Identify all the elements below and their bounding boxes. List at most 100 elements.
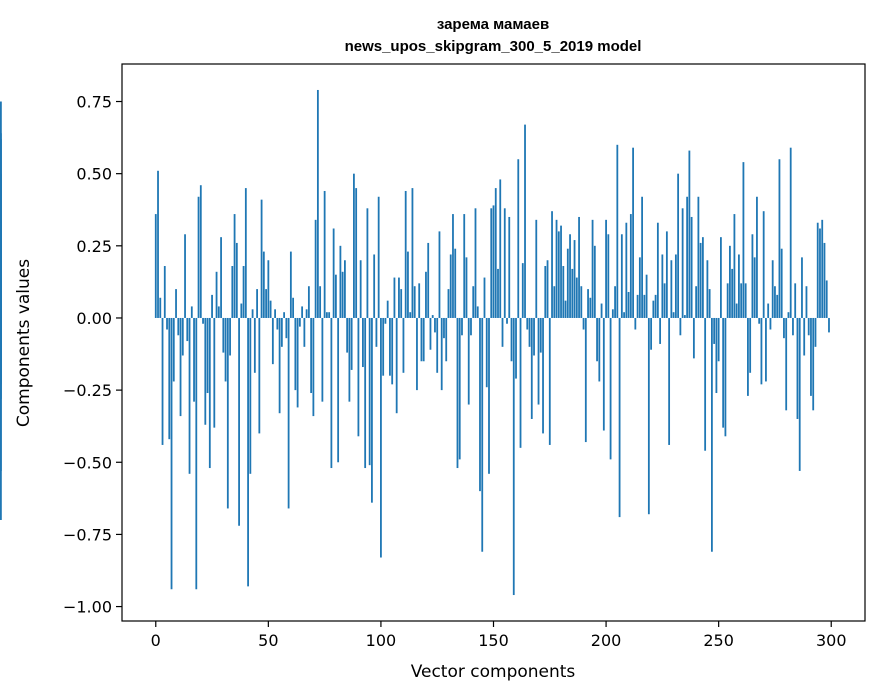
- bar: [807, 317, 810, 336]
- bars-group: [0, 89, 830, 596]
- x-tick-label: 150: [478, 631, 509, 650]
- bar: [231, 266, 234, 318]
- bar: [427, 242, 430, 318]
- bar: [323, 190, 326, 318]
- bar: [735, 303, 738, 318]
- bar: [339, 245, 342, 318]
- bar: [632, 147, 634, 318]
- bar: [636, 294, 639, 318]
- bar: [235, 242, 238, 318]
- bar: [404, 190, 407, 318]
- bar: [571, 268, 574, 318]
- bar: [774, 286, 776, 318]
- bar: [445, 317, 448, 362]
- bar: [803, 317, 806, 356]
- bar: [434, 317, 436, 333]
- bar: [163, 266, 166, 318]
- bar: [380, 317, 382, 558]
- bar: [312, 317, 315, 417]
- bar: [776, 294, 779, 318]
- bar: [422, 317, 425, 362]
- y-axis-label: Components values: [14, 259, 34, 427]
- bar: [819, 228, 821, 318]
- bar: [483, 277, 486, 318]
- bar: [805, 286, 808, 318]
- bar: [787, 312, 790, 318]
- x-tick-label: 250: [703, 631, 734, 650]
- plot-frame: [121, 63, 866, 622]
- bar: [287, 317, 290, 509]
- bar: [328, 312, 331, 318]
- bar: [821, 219, 824, 318]
- bar: [206, 317, 209, 394]
- bar: [668, 317, 671, 445]
- bar: [411, 188, 414, 318]
- bar: [258, 317, 261, 434]
- bar: [294, 317, 297, 391]
- bar: [578, 216, 580, 318]
- bar: [157, 170, 159, 318]
- bar: [526, 317, 529, 330]
- bar: [677, 173, 680, 318]
- bar: [715, 317, 718, 394]
- x-axis-ticks: 0 50 100 150 200 250 300: [151, 621, 847, 650]
- bar: [722, 317, 725, 428]
- bar: [175, 289, 177, 318]
- bar: [564, 300, 567, 318]
- bar: [251, 309, 254, 318]
- bar: [267, 260, 270, 318]
- bar: [508, 216, 511, 318]
- bar: [546, 260, 549, 318]
- chart-subtitle: news_upos_skipgram_300_5_2019 model: [345, 38, 642, 55]
- x-tick-label: 300: [816, 631, 847, 650]
- bar: [499, 179, 502, 318]
- bar: [503, 208, 506, 318]
- bar: [307, 286, 310, 318]
- bar: [555, 219, 558, 318]
- bar: [348, 317, 351, 402]
- bar: [814, 317, 817, 347]
- bar: [256, 289, 258, 318]
- bar: [614, 286, 616, 318]
- bar: [566, 248, 569, 318]
- bar: [217, 306, 220, 318]
- bar: [393, 277, 396, 318]
- bar: [512, 317, 515, 596]
- bar: [634, 317, 637, 330]
- bar: [652, 300, 655, 318]
- bar: [186, 317, 189, 342]
- bar: [0, 222, 2, 318]
- bar: [220, 237, 222, 318]
- bar: [193, 317, 195, 402]
- bar: [742, 162, 745, 318]
- bar: [481, 317, 484, 552]
- bar: [758, 317, 761, 324]
- bar: [452, 214, 454, 318]
- bar: [769, 317, 772, 330]
- bar: [274, 309, 276, 318]
- bar: [337, 317, 340, 463]
- bar: [551, 211, 553, 318]
- bar: [398, 277, 400, 318]
- bar: [278, 317, 281, 414]
- bar: [573, 240, 576, 318]
- bar: [470, 317, 472, 336]
- bar: [458, 317, 461, 460]
- bar: [681, 208, 684, 318]
- bar: [418, 283, 421, 318]
- bar: [0, 317, 2, 520]
- bar: [753, 257, 756, 318]
- bar: [420, 317, 423, 362]
- bar: [456, 317, 459, 469]
- bar: [519, 317, 522, 448]
- bar: [618, 317, 621, 518]
- bar: [623, 312, 625, 318]
- bar: [598, 317, 601, 382]
- bar: [771, 260, 774, 318]
- bar: [443, 317, 445, 339]
- bar: [332, 228, 335, 318]
- bar: [580, 286, 583, 318]
- bar: [656, 222, 659, 318]
- y-tick-label: −0.25: [63, 381, 112, 400]
- bar: [492, 205, 495, 318]
